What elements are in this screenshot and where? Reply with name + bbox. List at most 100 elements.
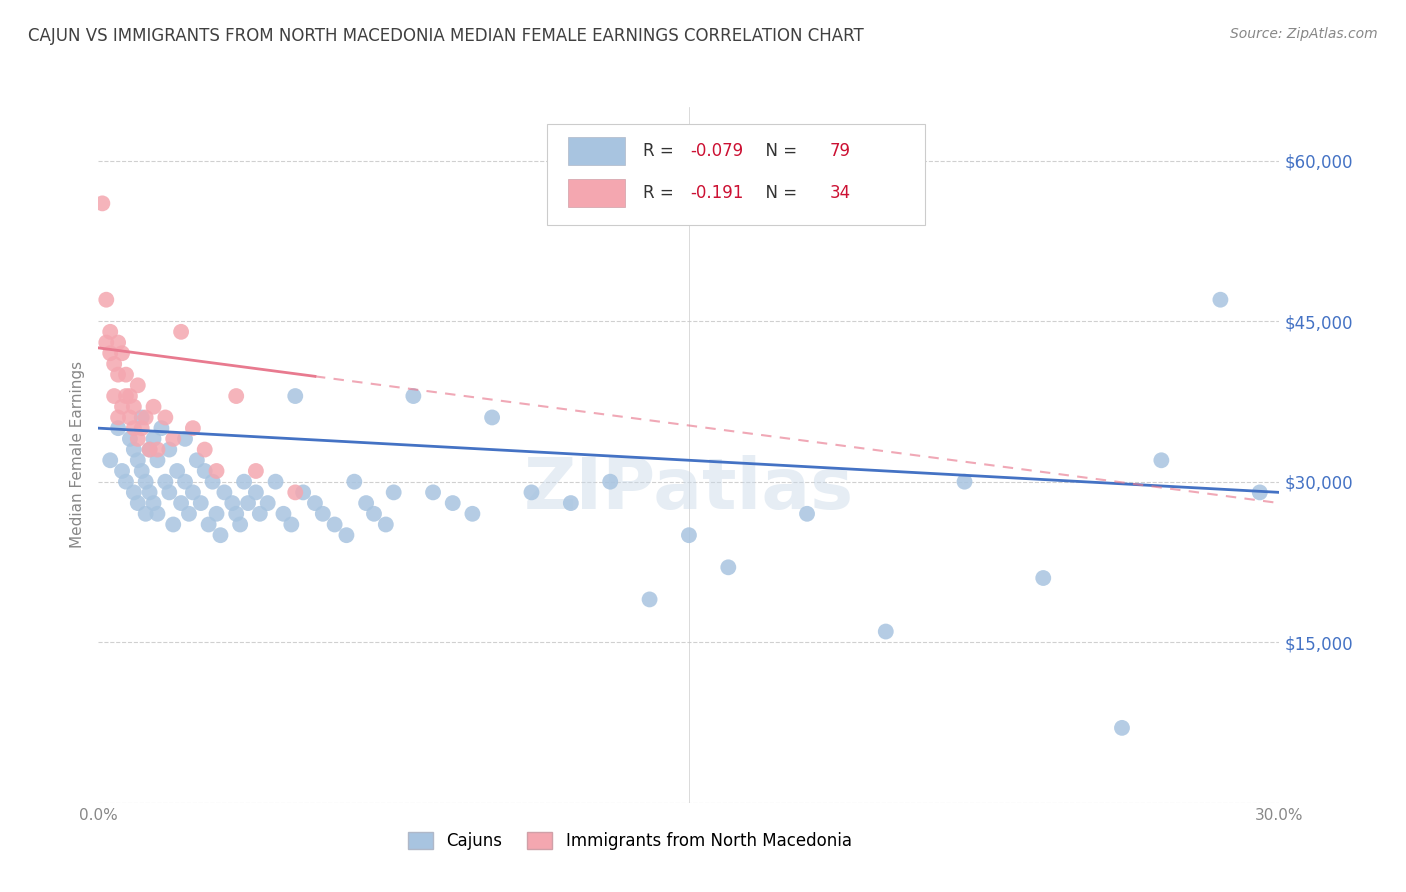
Bar: [568, 137, 626, 165]
Point: [131, 464, 153, 478]
Point: [560, 496, 582, 510]
Text: -0.079: -0.079: [690, 142, 744, 160]
Point: [953, 475, 976, 489]
Point: [122, 421, 145, 435]
Point: [115, 368, 138, 382]
Point: [150, 421, 173, 435]
Point: [249, 507, 271, 521]
Bar: [568, 178, 626, 207]
Point: [155, 410, 177, 425]
Point: [233, 475, 256, 489]
Point: [91, 196, 114, 211]
Point: [209, 528, 232, 542]
Point: [273, 507, 295, 521]
Point: [96, 335, 118, 350]
Point: [205, 507, 228, 521]
Point: [461, 507, 484, 521]
Point: [194, 442, 217, 457]
Point: [221, 496, 243, 510]
Point: [127, 378, 149, 392]
Point: [107, 335, 129, 350]
Point: [374, 517, 396, 532]
Point: [98, 453, 121, 467]
Point: [115, 475, 138, 489]
Point: [201, 475, 224, 489]
Point: [284, 485, 307, 500]
Y-axis label: Median Female Earnings: Median Female Earnings: [69, 361, 84, 549]
Point: [103, 357, 125, 371]
Point: [292, 485, 315, 500]
Text: R =: R =: [643, 184, 679, 202]
Point: [138, 485, 160, 500]
Point: [875, 624, 897, 639]
Point: [142, 496, 165, 510]
Point: [1150, 453, 1173, 467]
Point: [107, 410, 129, 425]
Point: [111, 400, 134, 414]
Point: [181, 485, 204, 500]
Point: [170, 496, 193, 510]
Point: [127, 432, 149, 446]
Point: [127, 496, 149, 510]
Point: [107, 368, 129, 382]
Point: [256, 496, 278, 510]
Point: [190, 496, 212, 510]
Point: [146, 453, 169, 467]
Point: [96, 293, 118, 307]
Point: [796, 507, 818, 521]
Bar: [547, 124, 925, 226]
Point: [122, 485, 145, 500]
Point: [280, 517, 302, 532]
Point: [354, 496, 377, 510]
Point: [323, 517, 346, 532]
Point: [214, 485, 236, 500]
Point: [186, 453, 208, 467]
Text: N =: N =: [755, 142, 803, 160]
Point: [111, 464, 134, 478]
Point: [197, 517, 219, 532]
Text: ZIPatlas: ZIPatlas: [524, 455, 853, 524]
Point: [170, 325, 193, 339]
Point: [103, 389, 125, 403]
Point: [363, 507, 385, 521]
Point: [131, 410, 153, 425]
Point: [98, 325, 121, 339]
Point: [225, 507, 247, 521]
Point: [181, 421, 204, 435]
Point: [107, 421, 129, 435]
Point: [717, 560, 740, 574]
Point: [599, 475, 621, 489]
Point: [422, 485, 444, 500]
Point: [245, 485, 267, 500]
Point: [122, 400, 145, 414]
Point: [343, 475, 366, 489]
Point: [264, 475, 287, 489]
Point: [194, 464, 217, 478]
Point: [205, 464, 228, 478]
Point: [135, 507, 157, 521]
Point: [157, 442, 180, 457]
Point: [115, 389, 138, 403]
Point: [127, 453, 149, 467]
Point: [177, 507, 200, 521]
Point: [1111, 721, 1133, 735]
Text: R =: R =: [643, 142, 679, 160]
Point: [402, 389, 425, 403]
Point: [118, 410, 141, 425]
Point: [225, 389, 247, 403]
Point: [162, 517, 184, 532]
Point: [335, 528, 357, 542]
Text: CAJUN VS IMMIGRANTS FROM NORTH MACEDONIA MEDIAN FEMALE EARNINGS CORRELATION CHAR: CAJUN VS IMMIGRANTS FROM NORTH MACEDONIA…: [28, 27, 863, 45]
Point: [304, 496, 326, 510]
Point: [638, 592, 661, 607]
Point: [174, 432, 197, 446]
Point: [142, 432, 165, 446]
Point: [131, 421, 153, 435]
Point: [155, 475, 177, 489]
Point: [146, 507, 169, 521]
Point: [111, 346, 134, 360]
Point: [157, 485, 180, 500]
Point: [138, 442, 160, 457]
Point: [382, 485, 405, 500]
Point: [481, 410, 503, 425]
